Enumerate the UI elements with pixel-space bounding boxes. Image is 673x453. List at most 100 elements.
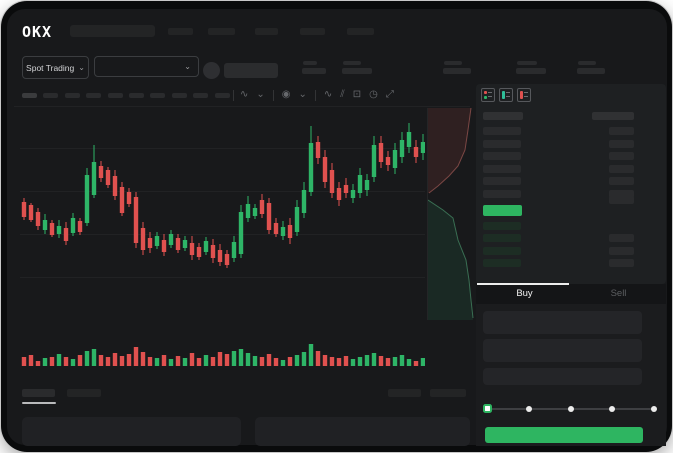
chevron-down-icon[interactable]: ⌄ (298, 89, 307, 100)
chart-toolbar-icons: ∿ ⌄ ◉ ⌄ ∿ ⫽ ⊡ ◷ ⤢ (240, 88, 394, 102)
ask-price-skeleton[interactable] (483, 165, 521, 173)
amount-skeleton (609, 152, 634, 160)
timer-icon[interactable]: ◷ (369, 89, 378, 100)
chevron-down-icon: ⌄ (78, 62, 85, 72)
amount-skeleton (609, 140, 634, 148)
indicator-wave-icon[interactable]: ∿ (240, 89, 249, 100)
nav-item[interactable] (168, 28, 193, 35)
gridline (20, 234, 425, 235)
nav-item[interactable] (208, 28, 235, 35)
total-input[interactable] (483, 368, 642, 385)
draw-tool-icon[interactable]: ⫽ (340, 89, 345, 100)
last-price-badge[interactable] (483, 205, 522, 216)
price-column-header-skeleton (483, 112, 523, 120)
slider-stop[interactable] (609, 406, 616, 412)
amount-skeleton (609, 234, 634, 242)
stat-label-skeleton (517, 61, 537, 65)
candlestick-chart[interactable] (20, 110, 425, 334)
stat-value-skeleton (443, 68, 471, 74)
amount-skeleton (609, 247, 634, 255)
camera-icon[interactable]: ⊡ (352, 89, 362, 100)
toolbar-divider (272, 90, 274, 101)
timeframe-button[interactable] (65, 93, 80, 98)
chevron-down-icon[interactable]: ⌄ (256, 89, 265, 100)
timeframe-button[interactable] (172, 93, 187, 98)
gridline (20, 277, 425, 278)
stat-label-skeleton (578, 61, 596, 65)
bottom-tab-active[interactable] (22, 389, 55, 397)
stat-value-skeleton (516, 68, 546, 74)
bid-price-skeleton[interactable] (483, 247, 521, 255)
depth-chart (427, 108, 479, 320)
line-tool-icon[interactable]: ∿ (323, 89, 333, 100)
amount-skeleton (609, 165, 634, 173)
book-asks-icon[interactable] (517, 88, 531, 102)
tab-sell[interactable]: Sell (610, 288, 627, 299)
tab-buy[interactable]: Buy (516, 288, 533, 299)
amount-skeleton (609, 127, 634, 135)
timeframe-button[interactable] (108, 93, 123, 98)
amount-skeleton (609, 190, 634, 198)
amount-column-header-skeleton (592, 112, 634, 120)
toolbar-divider (314, 90, 316, 101)
bid-price-skeleton[interactable] (483, 259, 521, 267)
stat-value-skeleton (342, 68, 372, 74)
ask-price-skeleton[interactable] (483, 152, 521, 160)
slider-stop[interactable] (567, 406, 574, 412)
nav-item[interactable] (347, 28, 374, 35)
book-bids-icon[interactable] (499, 88, 513, 102)
bottom-tab[interactable] (67, 389, 101, 397)
market-type-selector[interactable]: Spot Trading ⌄ (22, 56, 89, 79)
slider-handle[interactable] (482, 404, 492, 413)
ask-price-skeleton[interactable] (483, 177, 521, 185)
bid-price-skeleton[interactable] (483, 234, 521, 242)
history-panel-skeleton (255, 417, 470, 446)
search-input[interactable] (70, 25, 155, 37)
price-input[interactable] (483, 311, 642, 334)
active-tab-underline (22, 402, 56, 404)
ask-price-skeleton[interactable] (483, 140, 521, 148)
bottom-action[interactable] (388, 389, 421, 397)
gridline (20, 148, 425, 149)
stat-label-skeleton (343, 61, 361, 65)
timeframe-button[interactable] (43, 93, 58, 98)
stat-label-skeleton (444, 61, 462, 65)
bottom-action[interactable] (430, 389, 466, 397)
fullscreen-icon[interactable]: ⤢ (385, 89, 394, 100)
coin-avatar (203, 62, 220, 79)
amount-skeleton (609, 259, 634, 267)
ask-price-skeleton[interactable] (483, 190, 521, 198)
ask-price-skeleton[interactable] (483, 127, 521, 135)
amount-input[interactable] (483, 339, 642, 362)
slider-stop[interactable] (651, 406, 657, 412)
amount-skeleton (609, 177, 634, 185)
candle-type-icon[interactable]: ◉ (281, 89, 291, 100)
nav-item[interactable] (300, 28, 325, 35)
stat-value-skeleton (302, 68, 326, 74)
orders-panel-skeleton (22, 417, 241, 446)
pair-title-skeleton (224, 63, 278, 78)
timeframe-button[interactable] (193, 93, 208, 98)
book-combined-icon[interactable] (481, 88, 495, 102)
market-type-label: Spot Trading (26, 62, 75, 73)
timeframe-button[interactable] (22, 93, 37, 98)
chevron-down-icon: ⌄ (184, 61, 191, 71)
okx-logo: OKX (22, 23, 53, 41)
stat-value-skeleton (577, 68, 605, 74)
amount-skeleton (609, 196, 634, 204)
timeframe-button[interactable] (215, 93, 230, 98)
buy-button[interactable] (485, 427, 643, 443)
trade-tabs-row (476, 284, 666, 304)
toolbar-divider (233, 90, 234, 101)
buy-tab-underline (477, 283, 569, 285)
volume-bars (21, 344, 425, 366)
pair-dropdown[interactable]: ⌄ (94, 56, 199, 77)
timeframe-button[interactable] (86, 93, 101, 98)
slider-stop[interactable] (525, 406, 532, 412)
stat-label-skeleton (303, 61, 317, 65)
timeframe-button[interactable] (150, 93, 165, 98)
bid-price-skeleton[interactable] (483, 222, 521, 230)
nav-item[interactable] (255, 28, 278, 35)
timeframe-button[interactable] (129, 93, 144, 98)
